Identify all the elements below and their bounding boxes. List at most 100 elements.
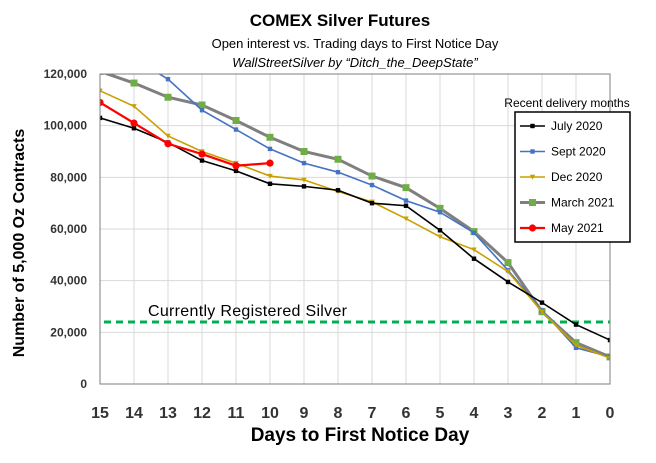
y-tick-label: 120,000 <box>44 67 88 81</box>
data-point <box>232 117 240 124</box>
data-point <box>573 322 579 327</box>
data-point <box>267 181 273 186</box>
data-point <box>528 224 537 232</box>
data-point <box>471 230 477 236</box>
legend-item: March 2021 <box>520 196 615 210</box>
x-tick-label: 6 <box>402 405 411 422</box>
data-point <box>471 247 477 253</box>
reference-line-group: Currently Registered Silver <box>104 303 610 324</box>
data-point <box>369 200 375 206</box>
y-axis-label: Number of 5,000 Oz Contracts <box>11 129 28 358</box>
x-tick-label: 13 <box>159 405 177 422</box>
x-tick-label: 11 <box>228 405 245 422</box>
legend-label: May 2021 <box>551 221 604 235</box>
y-axis-ticks: 0 20,000 40,000 60,000 80,000 100,000 120,000 <box>44 67 88 391</box>
legend-label: July 2020 <box>551 119 603 133</box>
data-point <box>266 133 274 141</box>
x-axis-ticks: 15 14 13 12 11 10 9 8 7 6 5 4 3 2 1 0 <box>91 405 614 422</box>
series-may-2021 <box>100 98 274 170</box>
x-tick-label: 9 <box>300 405 309 422</box>
x-tick-label: 15 <box>91 405 109 422</box>
legend-label: March 2021 <box>551 196 615 210</box>
data-point <box>607 337 610 343</box>
data-point <box>529 199 536 206</box>
data-point <box>369 182 375 188</box>
x-tick-label: 3 <box>504 405 513 422</box>
data-point <box>301 184 307 189</box>
series-line <box>100 117 610 341</box>
y-tick-label: 0 <box>80 377 87 391</box>
data-point <box>199 107 205 113</box>
data-point <box>198 150 206 158</box>
x-tick-label: 5 <box>436 405 445 422</box>
legend-item: July 2020 <box>520 119 603 133</box>
data-point <box>233 168 239 174</box>
data-point <box>335 188 341 193</box>
data-point <box>165 76 171 82</box>
data-point <box>539 300 545 305</box>
series-line <box>157 74 610 358</box>
data-point <box>130 79 138 87</box>
y-tick-label: 40,000 <box>50 274 87 288</box>
x-tick-label: 8 <box>334 405 343 422</box>
series-line <box>102 74 610 359</box>
data-point <box>335 169 341 175</box>
data-point <box>402 184 410 192</box>
data-point <box>471 256 477 261</box>
data-point <box>267 173 273 179</box>
data-point <box>164 93 172 101</box>
x-tick-label: 1 <box>572 405 581 422</box>
data-point <box>403 198 409 203</box>
data-point <box>437 210 443 215</box>
data-point <box>505 279 511 285</box>
legend-label: Dec 2020 <box>551 170 603 184</box>
series-line <box>100 101 271 167</box>
series-july-2020 <box>100 115 610 343</box>
legend-label: Sept 2020 <box>551 145 606 159</box>
data-point <box>100 115 103 121</box>
data-point <box>504 259 512 267</box>
legend-item: May 2021 <box>520 221 604 235</box>
data-point <box>130 119 138 127</box>
x-tick-label: 14 <box>125 405 143 422</box>
legend-item: Dec 2020 <box>520 170 603 184</box>
data-point <box>607 355 610 361</box>
x-tick-label: 7 <box>368 405 377 422</box>
series-group <box>100 74 610 361</box>
data-point <box>436 204 444 212</box>
data-point <box>437 228 443 233</box>
data-point <box>165 133 171 139</box>
data-point <box>539 309 545 315</box>
data-point <box>300 148 308 155</box>
data-point <box>437 234 443 240</box>
legend-item: Sept 2020 <box>520 145 606 159</box>
y-tick-label: 100,000 <box>44 119 88 133</box>
data-point <box>232 162 240 170</box>
data-point <box>530 149 535 154</box>
data-point <box>267 146 273 152</box>
data-point <box>164 140 172 148</box>
data-point <box>100 98 104 107</box>
chart-title: COMEX Silver Futures <box>250 11 430 30</box>
data-point <box>573 343 579 348</box>
reference-line-label: Currently Registered Silver <box>148 303 348 320</box>
y-tick-label: 80,000 <box>50 170 87 184</box>
chart-subtitle: Open interest vs. Trading days to First … <box>212 36 499 51</box>
x-tick-label: 0 <box>606 405 615 422</box>
data-point <box>334 155 342 163</box>
legend: Recent delivery months July 2020 Sept 202… <box>504 96 631 243</box>
x-axis-label: Days to First Notice Day <box>251 425 470 446</box>
y-tick-label: 20,000 <box>50 325 87 339</box>
data-point <box>131 104 137 109</box>
data-point <box>301 177 307 183</box>
y-tick-label: 60,000 <box>50 222 87 236</box>
data-point <box>572 339 580 347</box>
data-point <box>131 126 137 131</box>
data-point <box>530 123 535 129</box>
x-tick-label: 12 <box>193 405 211 422</box>
data-point <box>403 203 409 208</box>
x-tick-label: 2 <box>538 405 547 422</box>
data-point <box>100 88 103 94</box>
data-point <box>403 216 409 222</box>
